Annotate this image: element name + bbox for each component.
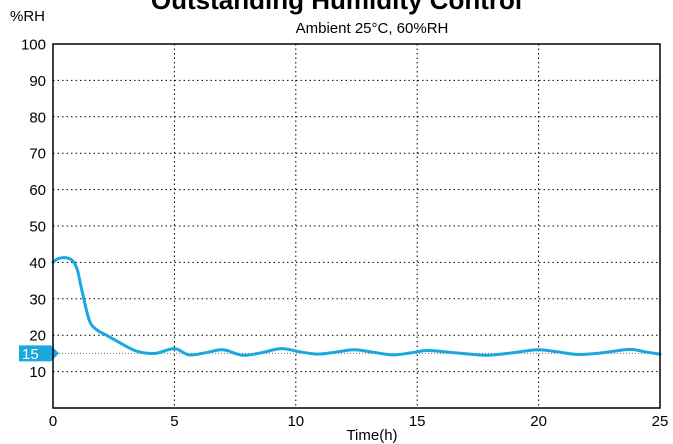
x-tick-label: 0 xyxy=(49,413,57,430)
reference-marker xyxy=(19,345,59,362)
y-tick-label: 20 xyxy=(29,328,46,345)
series-group xyxy=(51,256,662,357)
y-tick-label: 60 xyxy=(29,182,46,199)
y-tick-label: 10 xyxy=(29,364,46,381)
y-tick-label: 80 xyxy=(29,109,46,126)
y-tick-label: 30 xyxy=(29,291,46,308)
y-tick-label: 90 xyxy=(29,73,46,90)
x-tick-label: 20 xyxy=(530,413,547,430)
x-tick-label: 10 xyxy=(287,413,304,430)
y-tick-label: 40 xyxy=(29,255,46,272)
chart-subtitle: Ambient 25°C, 60%RH xyxy=(296,20,449,37)
reference-label: 15 xyxy=(22,346,39,363)
reference-line-group: 15 xyxy=(19,345,660,363)
series-line xyxy=(51,256,662,357)
x-tick-label: 25 xyxy=(652,413,669,430)
chart-title: Outstanding Humidity Control xyxy=(150,0,523,15)
y-tick-label: 70 xyxy=(29,146,46,163)
y-axis-label: %RH xyxy=(10,8,45,25)
x-tick-label: 15 xyxy=(409,413,426,430)
plot-frame xyxy=(52,43,661,409)
x-axis-label: Time(h) xyxy=(346,427,397,444)
x-tick-label: 5 xyxy=(170,413,178,430)
y-tick-labels: 10 20 30 40 50 60 70 80 90 100 xyxy=(21,37,46,382)
y-tick-label: 50 xyxy=(29,219,46,236)
x-tick-labels: 0 5 10 15 20 25 xyxy=(49,413,669,430)
y-tick-label: 100 xyxy=(21,37,46,54)
